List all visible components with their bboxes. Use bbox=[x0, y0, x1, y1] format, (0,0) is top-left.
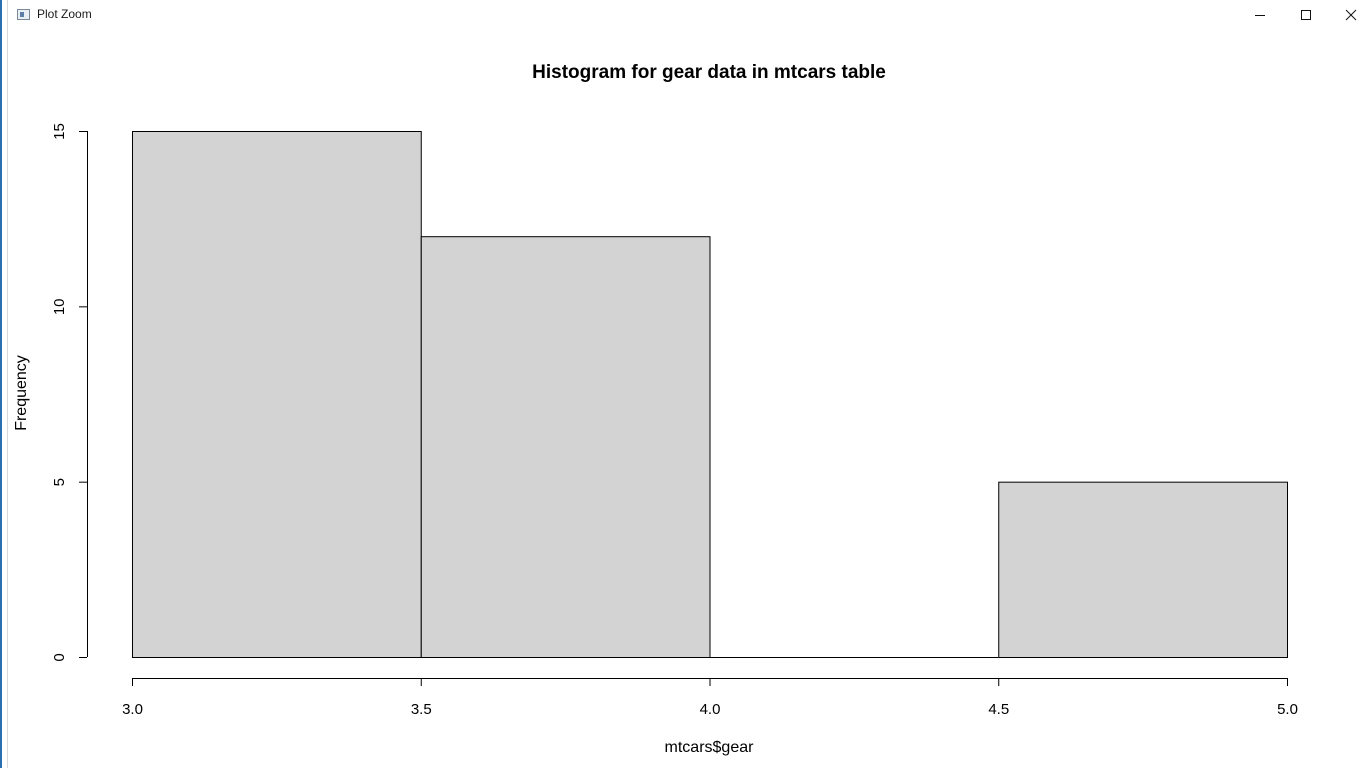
x-axis-label: mtcars$gear bbox=[665, 739, 755, 756]
window-border bbox=[7, 0, 8, 768]
histogram-plot: Histogram for gear data in mtcars table … bbox=[13, 62, 1298, 756]
y-axis-label: Frequency bbox=[13, 355, 30, 431]
histogram-bar-0 bbox=[132, 131, 422, 658]
background-window-edge bbox=[0, 0, 2, 768]
app-window-icon bbox=[17, 9, 30, 20]
maximize-button[interactable] bbox=[1283, 0, 1329, 30]
close-button[interactable] bbox=[1328, 0, 1366, 30]
title-bar[interactable]: Plot Zoom bbox=[8, 0, 1366, 30]
window-left-edge bbox=[0, 0, 7, 768]
histogram-bar-1 bbox=[420, 236, 711, 658]
histogram-bars bbox=[132, 131, 1288, 658]
histogram-bar-3 bbox=[998, 481, 1288, 658]
y-tick-label: 5 bbox=[51, 478, 68, 486]
minimize-icon bbox=[1255, 15, 1265, 16]
x-tick-label: 4.0 bbox=[700, 701, 721, 718]
x-tick-label: 4.5 bbox=[988, 701, 1009, 718]
y-tick-label: 10 bbox=[51, 298, 68, 315]
y-tick-label: 15 bbox=[51, 123, 68, 140]
close-icon bbox=[1345, 9, 1357, 21]
x-tick-label: 5.0 bbox=[1277, 701, 1298, 718]
x-tick-label: 3.5 bbox=[411, 701, 432, 718]
window-title: Plot Zoom bbox=[37, 7, 92, 21]
maximize-icon bbox=[1301, 10, 1311, 20]
y-tick-label: 0 bbox=[51, 653, 68, 661]
chart-title: Histogram for gear data in mtcars table bbox=[532, 62, 886, 83]
x-tick-label: 3.0 bbox=[122, 701, 143, 718]
minimize-button[interactable] bbox=[1237, 0, 1283, 30]
y-axis: 0 5 10 15 bbox=[51, 123, 88, 662]
x-axis: 3.0 3.5 4.0 4.5 5.0 bbox=[122, 678, 1298, 718]
